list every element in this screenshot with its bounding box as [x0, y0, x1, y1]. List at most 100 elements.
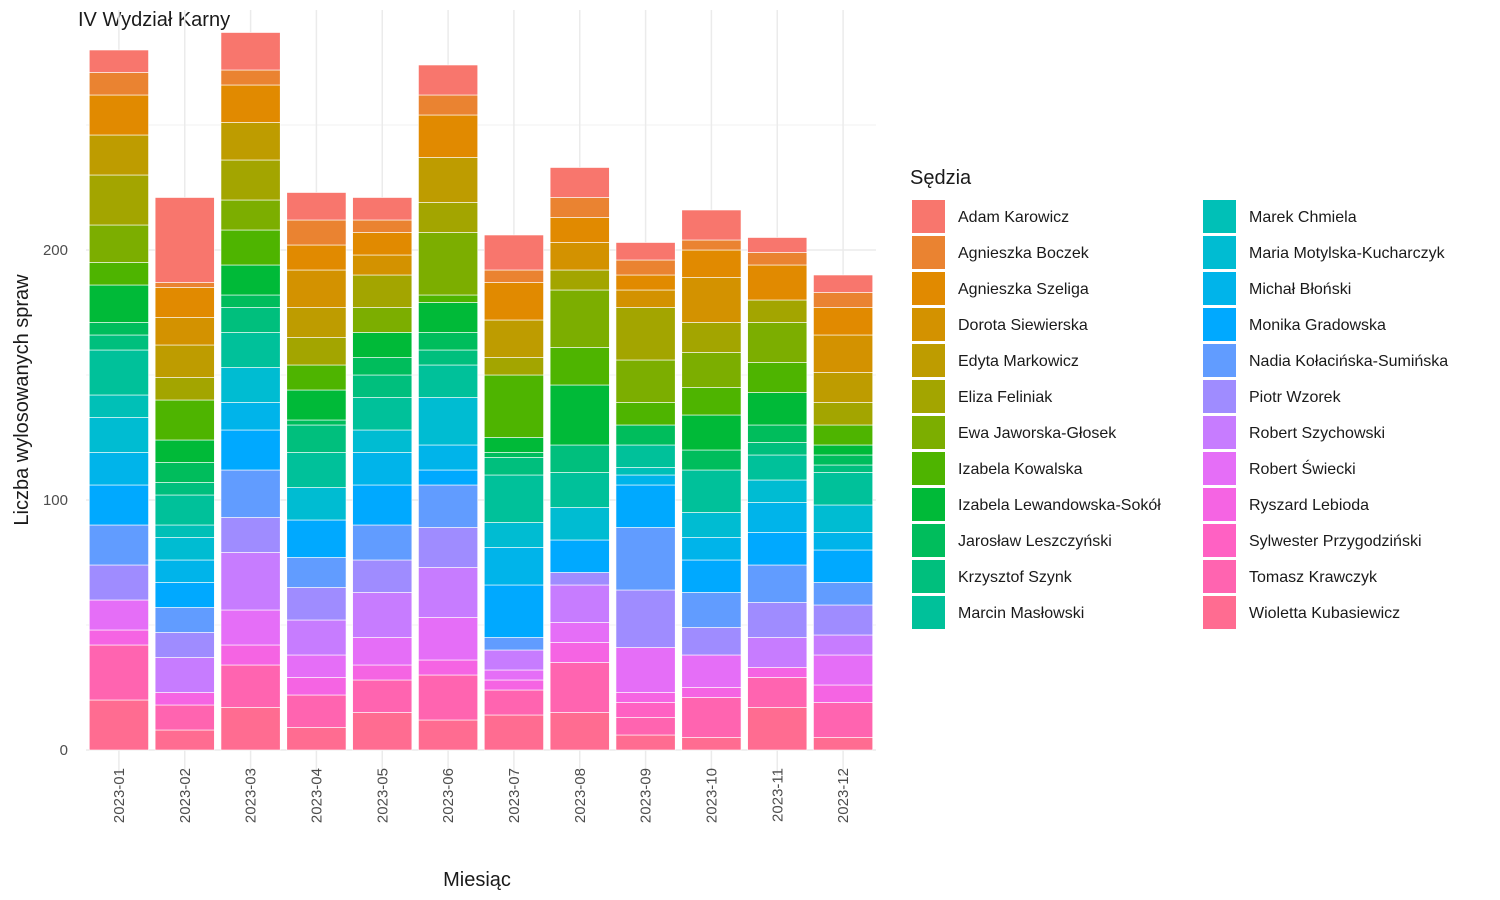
bar-segment [483, 357, 544, 376]
legend-key [912, 524, 945, 557]
bar-segment [418, 674, 479, 721]
bar-segment [88, 564, 149, 601]
bar-segment [681, 592, 742, 628]
bar-segment [483, 457, 544, 476]
bar-segment [220, 332, 281, 368]
legend-label: Ewa Jaworska-Głosek [958, 425, 1117, 442]
bar-segment [286, 244, 347, 271]
x-tick-label: 2023-12 [835, 768, 852, 823]
x-tick-label: 2023-08 [572, 768, 589, 823]
y-tick-label: 0 [60, 742, 68, 759]
bar-segment [681, 737, 742, 751]
legend-label: Izabela Kowalska [958, 461, 1083, 478]
bar-segment [483, 584, 544, 638]
bar-segment [747, 237, 808, 253]
bar-segment [747, 264, 808, 301]
legend-key [1203, 236, 1236, 269]
bar-segment [813, 444, 874, 456]
bar-segment [747, 677, 808, 708]
legend-label: Maria Motylska-Kucharczyk [1249, 245, 1446, 262]
legend-label: Marcin Masłowski [958, 605, 1084, 622]
legend-key [912, 308, 945, 341]
bar-segment [220, 664, 281, 708]
bar-segment [483, 269, 544, 283]
bar-segment [615, 359, 676, 403]
bar-segment [681, 537, 742, 561]
x-tick-label: 2023-09 [638, 768, 655, 823]
bar-segment [220, 199, 281, 231]
bar-segment [220, 294, 281, 308]
bar-segment [286, 269, 347, 308]
bar-segment [154, 704, 215, 731]
bar-segment [483, 374, 544, 438]
legend-label: Wioletta Kubasiewicz [1249, 605, 1400, 622]
bar-segment [418, 332, 479, 351]
bar-segment [615, 307, 676, 361]
bar-segment [813, 472, 874, 506]
bar-segment [747, 454, 808, 481]
bar-segment [154, 462, 215, 483]
bar-segment [747, 602, 808, 638]
bar-segment [615, 692, 676, 703]
bar-segment [88, 262, 149, 286]
bar-segment [154, 494, 215, 526]
bar-segment [813, 307, 874, 336]
bar-segment [483, 282, 544, 321]
bar-segment [747, 362, 808, 393]
legend-key [912, 344, 945, 377]
bar-segment [681, 697, 742, 738]
bar-segment [549, 712, 610, 751]
legend-label: Dorota Siewierska [958, 317, 1088, 334]
bar-segment [286, 192, 347, 221]
bar-segment [483, 437, 544, 453]
bar-segment [352, 429, 413, 453]
bar-segment [747, 299, 808, 323]
bar-segment [813, 684, 874, 703]
bar-segment [220, 552, 281, 611]
bar-segment [813, 634, 874, 656]
bar-segment [418, 349, 479, 366]
bar-segment [615, 444, 676, 468]
legend-label: Eliza Feliniak [958, 389, 1053, 406]
bar-segment [813, 604, 874, 636]
bar-segment [154, 482, 215, 496]
bars [88, 32, 874, 751]
bar-segment [681, 449, 742, 471]
bar-segment [352, 637, 413, 666]
bar-segment [483, 714, 544, 751]
legend-title: Sędzia [910, 167, 972, 189]
y-axis-ticks: 0 100 200 [43, 242, 68, 759]
bar-segment [483, 474, 544, 523]
bar-segment [615, 402, 676, 426]
bar-segment [352, 357, 413, 376]
bar-segment [352, 397, 413, 431]
bar-segment [483, 452, 544, 458]
bar-segment [813, 654, 874, 686]
bar-segment [681, 627, 742, 656]
bar-segment [286, 389, 347, 421]
bar-segment [747, 637, 808, 668]
bar-segment [483, 637, 544, 651]
bar-segment [88, 284, 149, 323]
legend-key [912, 272, 945, 305]
bar-segment [220, 367, 281, 403]
bar-segment [352, 332, 413, 358]
bar-segment [154, 399, 215, 441]
legend-label: Agnieszka Szeliga [958, 281, 1089, 298]
bar-segment [681, 387, 742, 416]
bar-segment [681, 469, 742, 513]
legend-key [912, 452, 945, 485]
bar-segment [352, 524, 413, 561]
bar-segment [352, 592, 413, 638]
bar-segment [615, 589, 676, 648]
legend-label: Nadia Kołacińska-Sumińska [1249, 353, 1448, 370]
bar-segment [220, 159, 281, 201]
legend-label: Michał Błoński [1249, 281, 1351, 298]
bar-segment [154, 537, 215, 561]
bar-segment [549, 384, 610, 446]
bar-segment [747, 502, 808, 533]
bar-segment [418, 617, 479, 661]
bar-segment [88, 644, 149, 701]
x-axis-title: Miesiąc [443, 869, 511, 891]
bar-segment [286, 219, 347, 246]
